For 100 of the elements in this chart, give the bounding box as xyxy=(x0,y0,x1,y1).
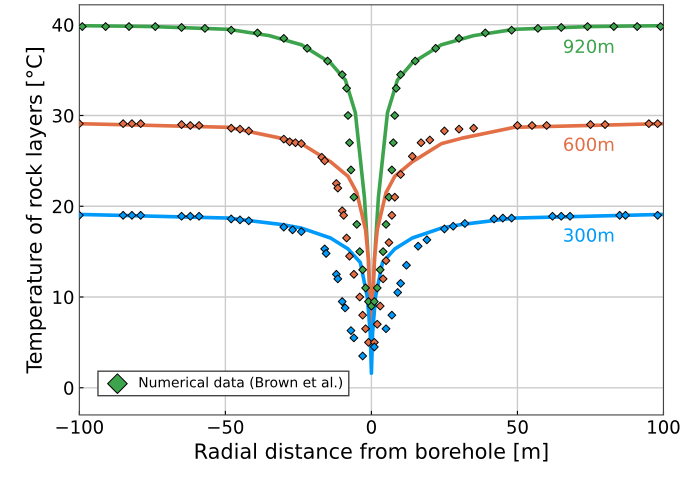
point xyxy=(136,210,146,220)
point xyxy=(600,120,610,129)
point xyxy=(372,320,382,329)
point xyxy=(653,210,662,220)
point xyxy=(396,170,406,179)
point xyxy=(323,56,332,66)
point xyxy=(583,22,592,31)
point xyxy=(542,121,552,130)
point xyxy=(390,111,400,120)
point xyxy=(345,138,354,148)
point xyxy=(454,124,464,134)
point xyxy=(388,138,398,148)
point xyxy=(346,166,356,174)
y-tick-label: 20 xyxy=(52,200,74,214)
point xyxy=(396,278,406,288)
point xyxy=(566,212,574,221)
point xyxy=(609,22,618,31)
point xyxy=(200,24,210,33)
point xyxy=(322,249,331,258)
point xyxy=(460,219,470,228)
point xyxy=(358,265,368,274)
point xyxy=(390,192,400,202)
point xyxy=(387,310,396,320)
point xyxy=(358,352,368,360)
point xyxy=(376,302,385,310)
point xyxy=(387,166,396,174)
point xyxy=(345,252,354,261)
point xyxy=(101,22,110,31)
point xyxy=(340,303,350,312)
point xyxy=(378,274,388,284)
point xyxy=(226,26,236,35)
x-tick-label: 0 xyxy=(366,420,376,434)
point xyxy=(382,256,390,266)
point xyxy=(136,119,146,128)
point xyxy=(507,26,516,35)
point xyxy=(342,84,351,93)
point xyxy=(124,22,134,31)
point xyxy=(644,119,654,128)
point xyxy=(346,326,356,335)
point xyxy=(393,288,402,297)
point xyxy=(507,214,516,222)
point xyxy=(556,212,566,221)
point xyxy=(279,34,288,43)
point xyxy=(333,184,342,193)
point xyxy=(177,23,186,32)
y-tick-label: 10 xyxy=(53,290,74,304)
point xyxy=(177,212,186,221)
series-label: 920m xyxy=(564,39,614,54)
point xyxy=(382,324,390,334)
point xyxy=(355,247,364,256)
point xyxy=(236,215,244,224)
point xyxy=(387,210,396,220)
y-tick-label: 30 xyxy=(52,108,74,123)
point xyxy=(194,121,204,130)
point xyxy=(469,124,478,133)
point xyxy=(396,70,406,80)
point xyxy=(186,121,195,130)
point xyxy=(349,333,358,342)
point xyxy=(621,210,630,220)
point xyxy=(320,156,330,166)
point xyxy=(376,265,385,274)
point xyxy=(431,44,440,53)
point xyxy=(440,126,449,136)
series-label: 600m xyxy=(564,137,614,152)
point xyxy=(288,225,297,234)
point xyxy=(533,24,542,33)
point xyxy=(342,234,351,242)
point xyxy=(392,84,401,93)
x-tick-label: −50 xyxy=(208,420,244,434)
point xyxy=(79,22,87,31)
x-tick-label: −100 xyxy=(56,420,103,434)
x-axis-title: Radial distance from borehole [m] xyxy=(196,442,548,462)
point xyxy=(425,136,434,144)
point xyxy=(302,44,312,53)
y-tick-label: 40 xyxy=(52,18,74,32)
point xyxy=(253,28,262,38)
point xyxy=(279,134,288,144)
point xyxy=(118,210,128,220)
point xyxy=(480,28,490,38)
point xyxy=(440,224,449,234)
y-tick-label: 0 xyxy=(64,381,74,395)
point xyxy=(410,56,420,66)
point xyxy=(296,227,306,236)
point xyxy=(339,210,348,220)
point xyxy=(244,216,254,226)
point xyxy=(226,214,236,224)
point xyxy=(338,297,347,306)
series-label: 300m xyxy=(564,228,614,242)
point xyxy=(382,220,390,229)
point xyxy=(384,238,394,247)
legend-label: Numerical data (Brown et al.) xyxy=(140,376,342,390)
point xyxy=(586,120,595,129)
point xyxy=(128,119,136,128)
point xyxy=(236,124,244,134)
point xyxy=(416,138,426,148)
point xyxy=(361,324,370,334)
point xyxy=(279,222,288,232)
point xyxy=(128,210,136,220)
point xyxy=(556,23,566,32)
point xyxy=(338,70,347,80)
